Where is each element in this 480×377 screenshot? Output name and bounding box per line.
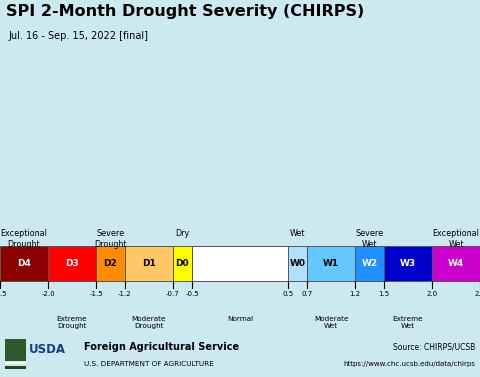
Bar (125, 246, 173, 281)
Text: Extreme
Drought: Extreme Drought (57, 316, 87, 329)
Text: https://www.chc.ucsb.edu/data/chirps: https://www.chc.ucsb.edu/data/chirps (343, 360, 475, 366)
Bar (288, 246, 307, 281)
Text: -0.7: -0.7 (166, 291, 180, 297)
Text: 2.0: 2.0 (426, 291, 438, 297)
Text: -0.5: -0.5 (185, 291, 199, 297)
Text: Normal: Normal (227, 316, 253, 322)
Text: Moderate
Wet: Moderate Wet (314, 316, 348, 329)
Text: D2: D2 (104, 259, 117, 268)
Text: Severe
Wet: Severe Wet (356, 229, 384, 248)
Text: Dry: Dry (175, 229, 190, 238)
Text: SPI 2-Month Drought Severity (CHIRPS): SPI 2-Month Drought Severity (CHIRPS) (6, 4, 364, 19)
Bar (384, 246, 432, 281)
Text: Jul. 16 - Sep. 15, 2022 [final]: Jul. 16 - Sep. 15, 2022 [final] (9, 31, 149, 41)
Text: Moderate
Drought: Moderate Drought (132, 316, 166, 329)
Text: 1.5: 1.5 (378, 291, 390, 297)
Text: W0: W0 (289, 259, 306, 268)
Text: Exceptional
Wet: Exceptional Wet (432, 229, 480, 248)
Text: W3: W3 (400, 259, 416, 268)
Text: D0: D0 (176, 259, 189, 268)
Text: W2: W2 (361, 259, 378, 268)
Bar (192, 246, 288, 281)
Bar (355, 246, 384, 281)
Text: Exceptional
Drought: Exceptional Drought (0, 229, 48, 248)
Text: W1: W1 (323, 259, 339, 268)
Text: Wet: Wet (290, 229, 305, 238)
Bar (0, 246, 48, 281)
Bar (96, 246, 125, 281)
Text: D3: D3 (65, 259, 79, 268)
Text: D4: D4 (17, 259, 31, 268)
Text: 2.5: 2.5 (475, 291, 480, 297)
Text: -1.2: -1.2 (118, 291, 132, 297)
Bar (5, 362, 26, 364)
Text: Extreme
Wet: Extreme Wet (393, 316, 423, 329)
Text: -2.0: -2.0 (41, 291, 55, 297)
Text: -2.5: -2.5 (0, 291, 7, 297)
Bar (5, 339, 26, 362)
Text: 0.7: 0.7 (301, 291, 313, 297)
Text: USDA: USDA (29, 343, 66, 356)
Bar (48, 246, 96, 281)
Text: Foreign Agricultural Service: Foreign Agricultural Service (84, 342, 239, 352)
Text: 0.5: 0.5 (282, 291, 294, 297)
Text: D1: D1 (142, 259, 156, 268)
Text: -1.5: -1.5 (89, 291, 103, 297)
Bar (173, 246, 192, 281)
Text: Severe
Drought: Severe Drought (94, 229, 127, 248)
Bar (307, 246, 355, 281)
Text: W4: W4 (448, 259, 464, 268)
Bar (5, 366, 26, 369)
Text: 1.2: 1.2 (349, 291, 361, 297)
Bar (432, 246, 480, 281)
Text: U.S. DEPARTMENT OF AGRICULTURE: U.S. DEPARTMENT OF AGRICULTURE (84, 360, 214, 366)
Text: Source: CHIRPS/UCSB: Source: CHIRPS/UCSB (393, 342, 475, 351)
